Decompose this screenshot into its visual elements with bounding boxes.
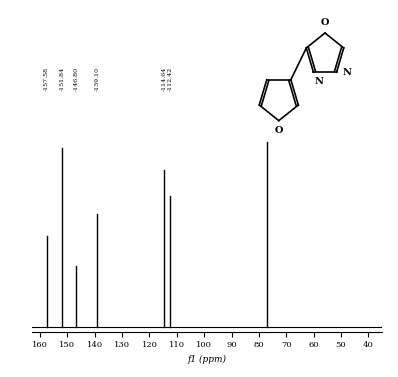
Text: -114.64: -114.64 <box>162 67 167 92</box>
Text: -146.80: -146.80 <box>74 67 79 92</box>
X-axis label: f1 (ppm): f1 (ppm) <box>187 355 226 364</box>
Text: -157.58: -157.58 <box>44 67 49 92</box>
Text: -151.84: -151.84 <box>60 67 65 92</box>
Text: O: O <box>275 126 283 135</box>
Text: -112.42: -112.42 <box>168 67 173 92</box>
Text: -139.10: -139.10 <box>95 67 100 92</box>
Text: N: N <box>314 77 323 86</box>
Text: N: N <box>342 68 351 77</box>
Text: O: O <box>321 18 329 27</box>
